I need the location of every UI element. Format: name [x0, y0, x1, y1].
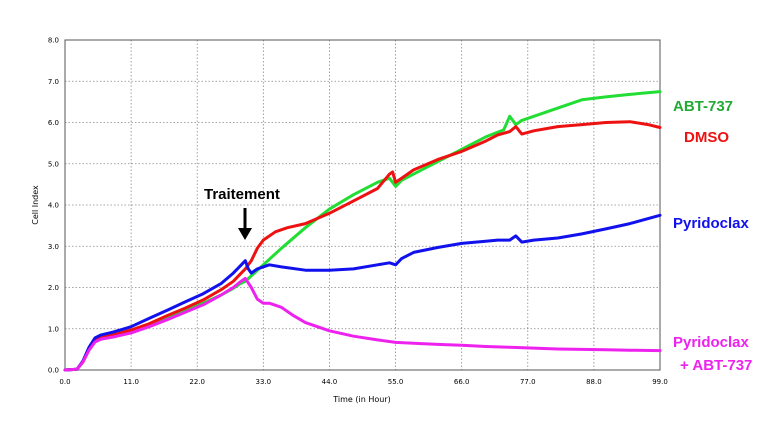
x-tick-label: 22.0 — [189, 378, 205, 386]
series-label-dmso: DMSO — [684, 129, 729, 146]
x-axis-title: Time (in Hour) — [332, 395, 390, 404]
series-line-0 — [63, 90, 662, 372]
grid — [65, 40, 660, 370]
y-tick-label: 4.0 — [48, 202, 59, 210]
y-tick-label: 3.0 — [48, 243, 59, 251]
y-tick-label: 5.0 — [48, 160, 59, 168]
x-tick-label: 11.0 — [123, 378, 139, 386]
x-tick-label: 66.0 — [454, 378, 470, 386]
series-label-pyridoclax: Pyridoclax — [673, 215, 749, 232]
treatment-annotation: Traitement — [204, 186, 280, 203]
y-tick-label: 1.0 — [48, 325, 59, 333]
y-axis-title: Cell Index — [31, 185, 40, 225]
y-tick-label: 2.0 — [48, 284, 59, 292]
x-tick-label: 0.0 — [59, 378, 70, 386]
series-label-combo-line1: Pyridoclax — [673, 334, 749, 351]
series-label-combo-line2: + ABT-737 — [680, 357, 753, 374]
x-tick-label: 99.0 — [652, 378, 668, 386]
series-line-2 — [63, 213, 662, 372]
y-tick-label: 8.0 — [48, 37, 59, 45]
x-tick-label: 33.0 — [256, 378, 272, 386]
axis-ticks: 0.0 11.0 22.0 33.0 44.0 55.0 66.0 77.0 88.0 99.0 0… — [48, 37, 668, 387]
arrow-icon — [238, 208, 252, 240]
x-tick-label: 55.0 — [388, 378, 404, 386]
y-tick-label: 6.0 — [48, 119, 59, 127]
y-tick-label: 0.0 — [48, 367, 59, 375]
x-tick-label: 88.0 — [586, 378, 602, 386]
series-label-abt737: ABT-737 — [673, 98, 734, 115]
series-line-3 — [63, 276, 662, 372]
x-tick-label: 44.0 — [322, 378, 338, 386]
series-line-1 — [63, 120, 662, 372]
series-lines — [63, 90, 662, 372]
x-tick-label: 77.0 — [520, 378, 536, 386]
plot-frame — [64, 39, 661, 371]
y-tick-label: 7.0 — [48, 78, 59, 86]
